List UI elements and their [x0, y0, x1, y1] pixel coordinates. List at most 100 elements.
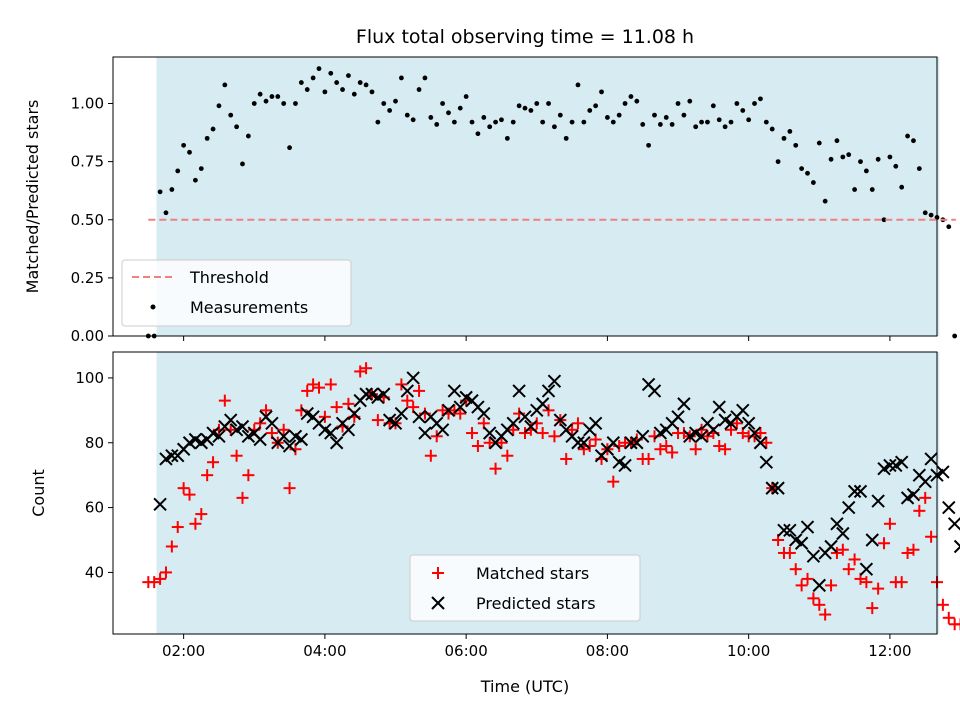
- measurement-point: [693, 124, 699, 130]
- cross-stroke-b: [918, 474, 932, 489]
- measurement-point: [363, 82, 369, 88]
- measurement-point: [905, 133, 910, 139]
- cross-stroke-b: [783, 523, 797, 537]
- matched-star-point: [218, 394, 231, 407]
- matched-star-point: [560, 452, 573, 465]
- predicted-star-point: [341, 423, 356, 437]
- measurement-point: [593, 103, 599, 109]
- measurement-point: [263, 98, 269, 104]
- cross-stroke-b: [359, 387, 373, 401]
- cross-stroke-b: [800, 520, 815, 534]
- predicted-star-point: [524, 419, 538, 434]
- cross-stroke-b: [253, 432, 267, 447]
- matched-star-point: [283, 482, 296, 495]
- measurement-point: [552, 124, 557, 130]
- cross-stroke-b: [412, 410, 426, 424]
- predicted-star-point: [765, 481, 779, 495]
- cross-stroke-b: [789, 533, 803, 547]
- cross-stroke-b: [830, 517, 844, 531]
- measurement-point: [628, 94, 634, 99]
- matched-star-point: [413, 384, 426, 397]
- cross-stroke-b: [883, 458, 897, 473]
- cross-stroke-b: [924, 452, 938, 466]
- cross-stroke-b: [859, 562, 874, 576]
- cross-stroke-b: [276, 429, 291, 443]
- cross-stroke-b: [235, 419, 250, 434]
- measurement-point: [769, 126, 775, 132]
- cross-stroke-b: [424, 410, 438, 424]
- predicted-star-point: [535, 397, 550, 411]
- x-tick-label: 08:00: [586, 642, 629, 660]
- predicted-star-point: [771, 481, 785, 495]
- matched-star-point: [607, 475, 620, 488]
- measurement-point: [416, 87, 422, 92]
- matched-star-point: [483, 436, 496, 449]
- cross-stroke-b: [777, 523, 791, 537]
- measurement-point: [816, 140, 822, 146]
- cross-stroke-b: [524, 419, 538, 434]
- cross-stroke-b: [512, 384, 526, 398]
- matched-star-point: [171, 521, 184, 534]
- predicted-star-point: [883, 458, 897, 473]
- measurement-point: [805, 170, 810, 176]
- cross-stroke-b: [535, 397, 550, 411]
- legend-matched-label: Matched stars: [476, 564, 589, 583]
- measurement-point: [387, 108, 393, 113]
- measurement-point: [928, 212, 934, 218]
- measurement-point: [504, 135, 510, 141]
- y-tick-label: 0.75: [71, 153, 104, 171]
- top-legend: Threshold Measurements: [121, 259, 352, 327]
- cross-stroke-b: [506, 416, 520, 431]
- measurement-point: [222, 82, 228, 88]
- cross-stroke-b: [636, 429, 650, 443]
- measurement-point: [516, 103, 522, 109]
- cross-stroke-b: [431, 596, 445, 610]
- matched-star-point: [754, 427, 767, 440]
- cross-stroke-b: [206, 426, 220, 440]
- measurement-point: [228, 112, 234, 118]
- matched-star-point: [883, 517, 896, 530]
- matched-star-point: [536, 427, 549, 440]
- predicted-star-point: [212, 429, 226, 443]
- predicted-star-point: [400, 384, 414, 398]
- x-tick-label: 10:00: [727, 642, 770, 660]
- measurement-point: [440, 101, 445, 106]
- matched-star-point: [242, 469, 255, 482]
- bottom-y-ticks: 40 60 80 100: [75, 369, 113, 581]
- measurement-point: [922, 210, 928, 216]
- measurement-point: [569, 119, 575, 125]
- matched-star-point: [813, 598, 826, 611]
- cross-stroke-b: [365, 387, 379, 401]
- matched-star-point: [501, 449, 514, 462]
- predicted-star-point: [800, 520, 815, 534]
- measurement-point: [646, 142, 651, 148]
- measurement-point: [793, 142, 799, 148]
- measurement-point: [534, 101, 540, 106]
- predicted-star-point: [936, 465, 950, 479]
- predicted-star-point: [606, 436, 620, 450]
- cross-stroke-b: [765, 481, 779, 495]
- predicted-star-point: [830, 517, 844, 531]
- predicted-star-point: [265, 416, 279, 431]
- cross-stroke-b: [571, 436, 585, 450]
- predicted-star-point: [235, 419, 250, 434]
- measurement-point: [946, 224, 952, 230]
- top-x-ticks: [183, 336, 891, 341]
- matched-star-point: [848, 553, 861, 566]
- measurement-point: [269, 94, 275, 99]
- cross-stroke-b: [324, 426, 338, 440]
- measurement-point: [852, 187, 857, 192]
- measurement-point: [463, 94, 469, 99]
- measurement-point: [451, 119, 457, 125]
- matched-star-point: [324, 378, 337, 391]
- cross-stroke-b: [329, 436, 344, 450]
- cross-stroke-b: [259, 410, 273, 424]
- predicted-stars-points: [153, 371, 960, 593]
- matched-star-point: [783, 546, 796, 559]
- measurement-point: [251, 101, 257, 106]
- measurement-point: [705, 119, 710, 125]
- matched-star-point: [424, 449, 437, 462]
- measurement-point: [687, 98, 693, 104]
- measurement-point: [399, 75, 404, 81]
- x-tick-label: 02:00: [162, 642, 205, 660]
